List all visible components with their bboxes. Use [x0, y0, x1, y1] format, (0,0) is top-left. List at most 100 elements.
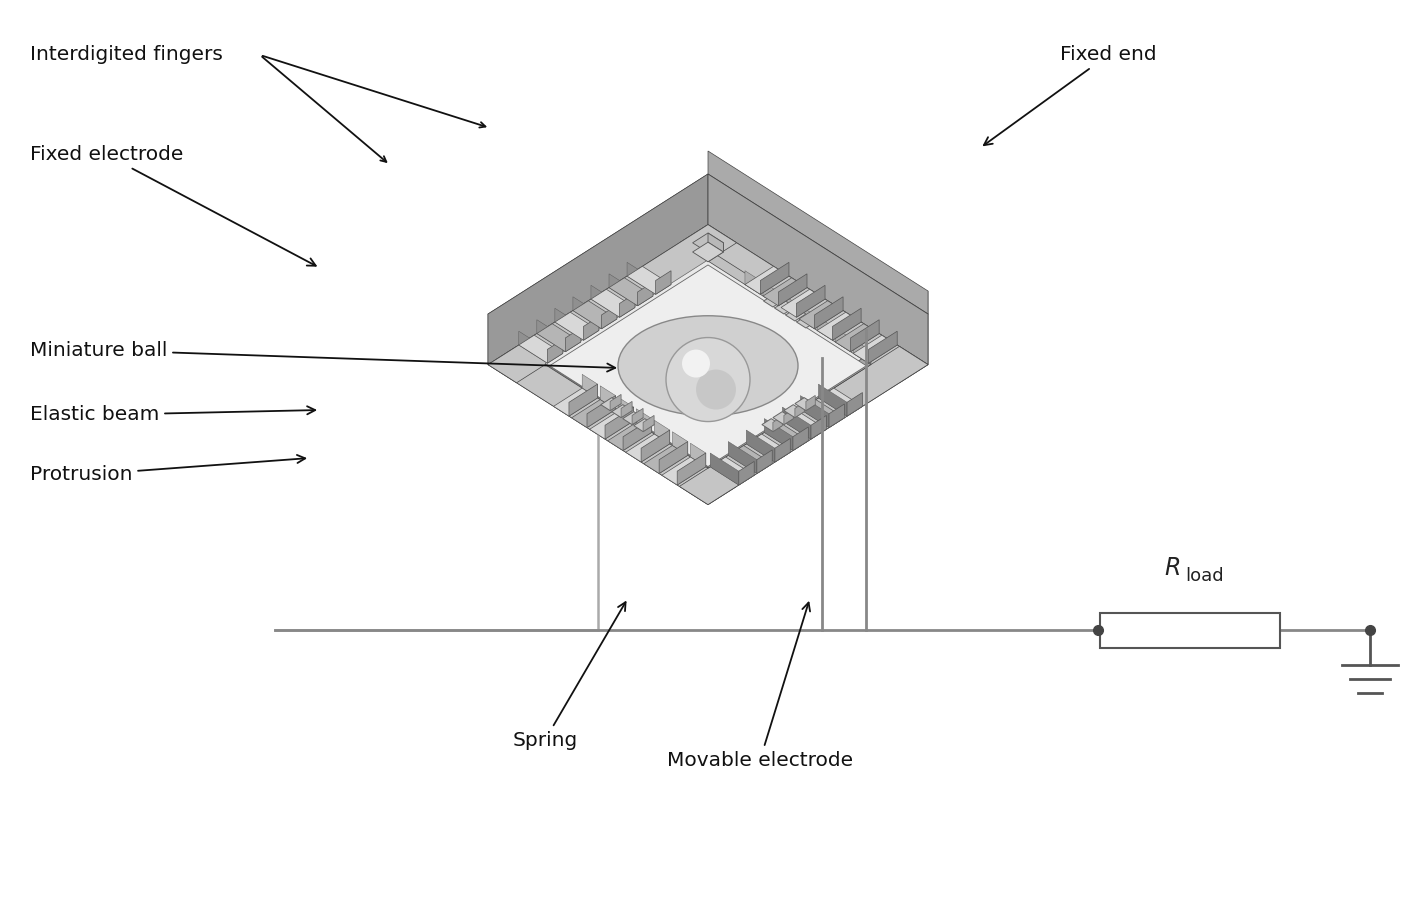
Polygon shape — [628, 266, 672, 294]
Polygon shape — [662, 457, 706, 485]
Polygon shape — [818, 313, 862, 340]
Polygon shape — [745, 271, 761, 294]
Text: Interdigited fingers: Interdigited fingers — [30, 46, 222, 65]
Polygon shape — [708, 291, 928, 454]
Text: Fixed electrode: Fixed electrode — [30, 145, 316, 266]
Polygon shape — [708, 243, 724, 261]
Polygon shape — [589, 411, 633, 439]
Polygon shape — [547, 340, 563, 363]
Polygon shape — [690, 443, 706, 467]
Polygon shape — [601, 398, 621, 410]
Polygon shape — [762, 419, 782, 431]
Polygon shape — [519, 335, 563, 363]
Polygon shape — [487, 174, 708, 365]
Polygon shape — [708, 151, 928, 314]
Polygon shape — [784, 409, 794, 425]
Polygon shape — [745, 266, 789, 294]
Polygon shape — [621, 401, 632, 418]
Text: load: load — [1185, 567, 1224, 585]
Polygon shape — [815, 297, 843, 329]
Polygon shape — [869, 331, 897, 363]
Polygon shape — [605, 407, 633, 439]
Polygon shape — [643, 445, 687, 473]
Polygon shape — [591, 289, 635, 317]
Text: Spring: Spring — [513, 602, 625, 749]
Polygon shape — [679, 225, 928, 383]
Ellipse shape — [618, 315, 798, 416]
Polygon shape — [747, 430, 775, 462]
Polygon shape — [795, 402, 805, 418]
Polygon shape — [728, 441, 757, 473]
Polygon shape — [487, 225, 737, 383]
Polygon shape — [571, 399, 615, 428]
Polygon shape — [572, 297, 602, 329]
Polygon shape — [796, 285, 825, 317]
Polygon shape — [584, 316, 599, 340]
Text: Movable electrode: Movable electrode — [667, 602, 853, 770]
Polygon shape — [775, 439, 791, 462]
Polygon shape — [640, 430, 670, 462]
Polygon shape — [764, 422, 808, 451]
Polygon shape — [672, 431, 687, 455]
Polygon shape — [656, 271, 672, 294]
Text: Fixed end: Fixed end — [983, 46, 1156, 145]
Polygon shape — [794, 427, 808, 451]
Polygon shape — [796, 315, 816, 328]
Polygon shape — [611, 395, 621, 410]
Polygon shape — [609, 278, 653, 306]
Polygon shape — [677, 453, 706, 485]
Polygon shape — [835, 324, 879, 352]
Polygon shape — [784, 405, 805, 418]
Polygon shape — [537, 324, 581, 352]
Circle shape — [682, 349, 710, 377]
Polygon shape — [601, 386, 615, 409]
Polygon shape — [853, 340, 869, 363]
Polygon shape — [708, 353, 871, 468]
Polygon shape — [537, 320, 565, 352]
Polygon shape — [762, 278, 808, 306]
Polygon shape — [795, 398, 815, 410]
Circle shape — [696, 369, 735, 409]
Polygon shape — [608, 422, 652, 451]
Polygon shape — [602, 305, 616, 329]
Polygon shape — [785, 308, 806, 321]
Polygon shape — [819, 388, 863, 416]
Polygon shape — [519, 331, 547, 363]
Polygon shape — [693, 233, 724, 252]
Polygon shape — [829, 404, 845, 428]
Circle shape — [666, 337, 750, 421]
Polygon shape — [555, 313, 599, 340]
Polygon shape — [708, 250, 871, 365]
Polygon shape — [811, 416, 826, 439]
Polygon shape — [728, 445, 772, 473]
Polygon shape — [833, 308, 862, 340]
Polygon shape — [555, 308, 584, 340]
Text: $R$: $R$ — [1163, 556, 1180, 580]
Polygon shape — [487, 174, 928, 454]
Polygon shape — [550, 265, 866, 466]
Polygon shape — [632, 409, 643, 425]
Polygon shape — [782, 411, 826, 439]
Polygon shape — [708, 314, 928, 505]
Polygon shape — [747, 434, 791, 462]
Polygon shape — [835, 328, 850, 352]
Polygon shape — [738, 462, 754, 485]
Polygon shape — [633, 419, 655, 431]
Polygon shape — [636, 409, 652, 432]
Polygon shape — [623, 419, 652, 451]
Polygon shape — [546, 260, 871, 467]
Polygon shape — [764, 419, 794, 451]
Polygon shape — [781, 293, 796, 317]
Polygon shape — [710, 457, 754, 485]
Polygon shape — [655, 420, 670, 444]
Polygon shape — [850, 320, 879, 352]
Polygon shape — [554, 388, 598, 416]
Bar — [1100, 612, 1280, 647]
Polygon shape — [818, 316, 833, 340]
Polygon shape — [710, 453, 738, 485]
Polygon shape — [806, 396, 815, 410]
Text: Protrusion: Protrusion — [30, 455, 305, 484]
Polygon shape — [801, 399, 845, 428]
Polygon shape — [708, 174, 928, 365]
Polygon shape — [762, 282, 778, 306]
